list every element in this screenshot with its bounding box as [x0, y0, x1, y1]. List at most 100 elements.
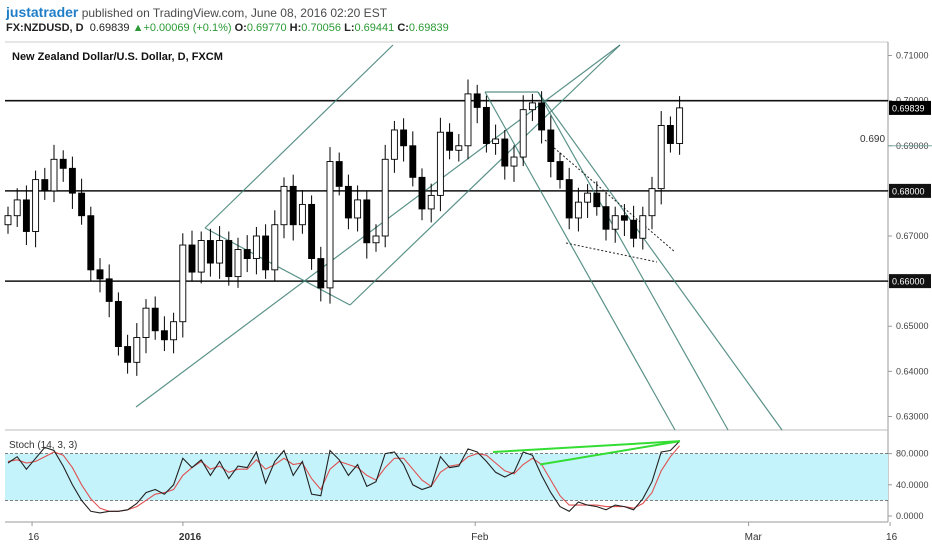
candle-up	[648, 188, 656, 217]
candle-up	[464, 93, 472, 147]
candle-up	[611, 215, 619, 230]
stoch-y-tick-label: 40.0000	[896, 480, 929, 490]
level-label-box	[889, 274, 931, 289]
candle-up	[252, 235, 260, 260]
candle-down	[482, 106, 490, 144]
candle-up	[381, 158, 389, 237]
candle-up	[32, 179, 40, 232]
candle-down	[243, 249, 251, 260]
open-label: O:	[234, 22, 247, 34]
wedge-upper-dotted	[544, 139, 676, 253]
chart-header: justatrader published on TradingView.com…	[0, 0, 932, 42]
candle-up	[390, 129, 398, 160]
candle-down	[22, 199, 30, 232]
candle-up	[574, 201, 582, 219]
username-link[interactable]: justatrader	[6, 4, 79, 20]
last-price: 0.69839	[89, 22, 130, 34]
candle-down	[78, 192, 86, 217]
candle-down	[363, 199, 371, 244]
candle-up	[179, 244, 187, 323]
candle-up	[676, 107, 684, 144]
symbol-label[interactable]: FX:NZDUSD, D	[6, 22, 84, 34]
candle-up	[271, 224, 279, 271]
candle-up	[657, 125, 665, 190]
chart-title: New Zealand Dollar/U.S. Dollar, D, FXCM	[12, 51, 223, 63]
y-tick-label: 0.63000	[896, 411, 929, 421]
y-tick-label: 0.71000	[896, 51, 929, 61]
candle-down	[188, 244, 196, 273]
candle-up	[354, 199, 362, 219]
stoch-y-tick-label: 0.0000	[896, 511, 924, 521]
candle-down	[620, 215, 628, 221]
reference-line-label: 0.690	[860, 134, 885, 145]
stoch-y-tick-label: 80.0000	[896, 449, 929, 459]
candle-down	[317, 258, 325, 289]
candle-down	[105, 278, 113, 302]
level-label-text: 0.66000	[892, 277, 925, 287]
candle-up	[13, 199, 21, 217]
candle-up	[455, 145, 463, 151]
candle-up	[50, 158, 58, 192]
channel-line	[537, 91, 783, 431]
candle-up	[510, 156, 518, 167]
close-value: 0.69839	[408, 22, 449, 34]
divergence-line-upper	[492, 440, 681, 454]
open-value: 0.69770	[246, 22, 287, 34]
channel-line	[135, 44, 621, 408]
candle-down	[114, 300, 122, 347]
close-label: C:	[397, 22, 409, 34]
divergence-line-lower	[539, 440, 681, 466]
candle-up	[280, 185, 288, 226]
candle-down	[565, 179, 573, 219]
candle-down	[666, 125, 674, 144]
candle-down	[446, 131, 454, 151]
x-tick-label: 2016	[179, 532, 202, 543]
stoch-band-fill	[5, 453, 888, 501]
candle-down	[418, 176, 426, 210]
candle-down	[538, 102, 546, 131]
candle-down	[59, 158, 67, 169]
candle-up	[142, 307, 150, 338]
up-arrow-icon: ▲	[132, 22, 144, 34]
candle-up	[519, 109, 527, 158]
candle-down	[556, 161, 564, 181]
candle-down	[96, 269, 104, 280]
candle-down	[68, 167, 76, 194]
candle-down	[630, 219, 638, 239]
low-value: 0.69441	[354, 22, 395, 34]
candle-down	[124, 346, 132, 363]
candle-up	[492, 138, 500, 144]
y-tick-label: 0.70000	[896, 96, 929, 106]
candle-down	[225, 240, 233, 278]
stoch-k-line	[7, 440, 680, 514]
price-tag-text: 0.69839	[892, 103, 925, 113]
candle-down	[344, 185, 352, 219]
candle-up	[427, 194, 435, 210]
channel-line	[484, 91, 676, 431]
candle-down	[547, 129, 555, 163]
x-tick-label: 16	[28, 532, 40, 543]
y-tick-label: 0.67000	[896, 231, 929, 241]
channel-line	[537, 91, 729, 431]
candle-down	[206, 240, 214, 264]
level-label-text: 0.68000	[892, 186, 925, 196]
published-text: published on TradingView.com, June 08, 2…	[81, 6, 388, 20]
candle-up	[298, 203, 306, 226]
x-tick-label: Mar	[745, 532, 763, 543]
x-tick-label: Feb	[471, 532, 489, 543]
candle-down	[593, 192, 601, 208]
candle-up	[584, 192, 592, 203]
candle-down	[335, 161, 343, 187]
wedge-lower-dotted	[565, 242, 658, 263]
candle-down	[87, 215, 95, 271]
price-tag-box	[889, 100, 931, 115]
price-change: +0.00069 (+0.1%)	[143, 22, 232, 34]
y-tick-label: 0.65000	[896, 321, 929, 331]
candle-up	[133, 337, 141, 363]
candle-down	[41, 179, 49, 192]
candle-down	[289, 185, 297, 226]
candle-up	[528, 102, 536, 111]
symbol-info-line: FX:NZDUSD, D 0.69839 ▲+0.00069 (+0.1%) O…	[6, 22, 449, 34]
channel-line	[349, 44, 621, 306]
